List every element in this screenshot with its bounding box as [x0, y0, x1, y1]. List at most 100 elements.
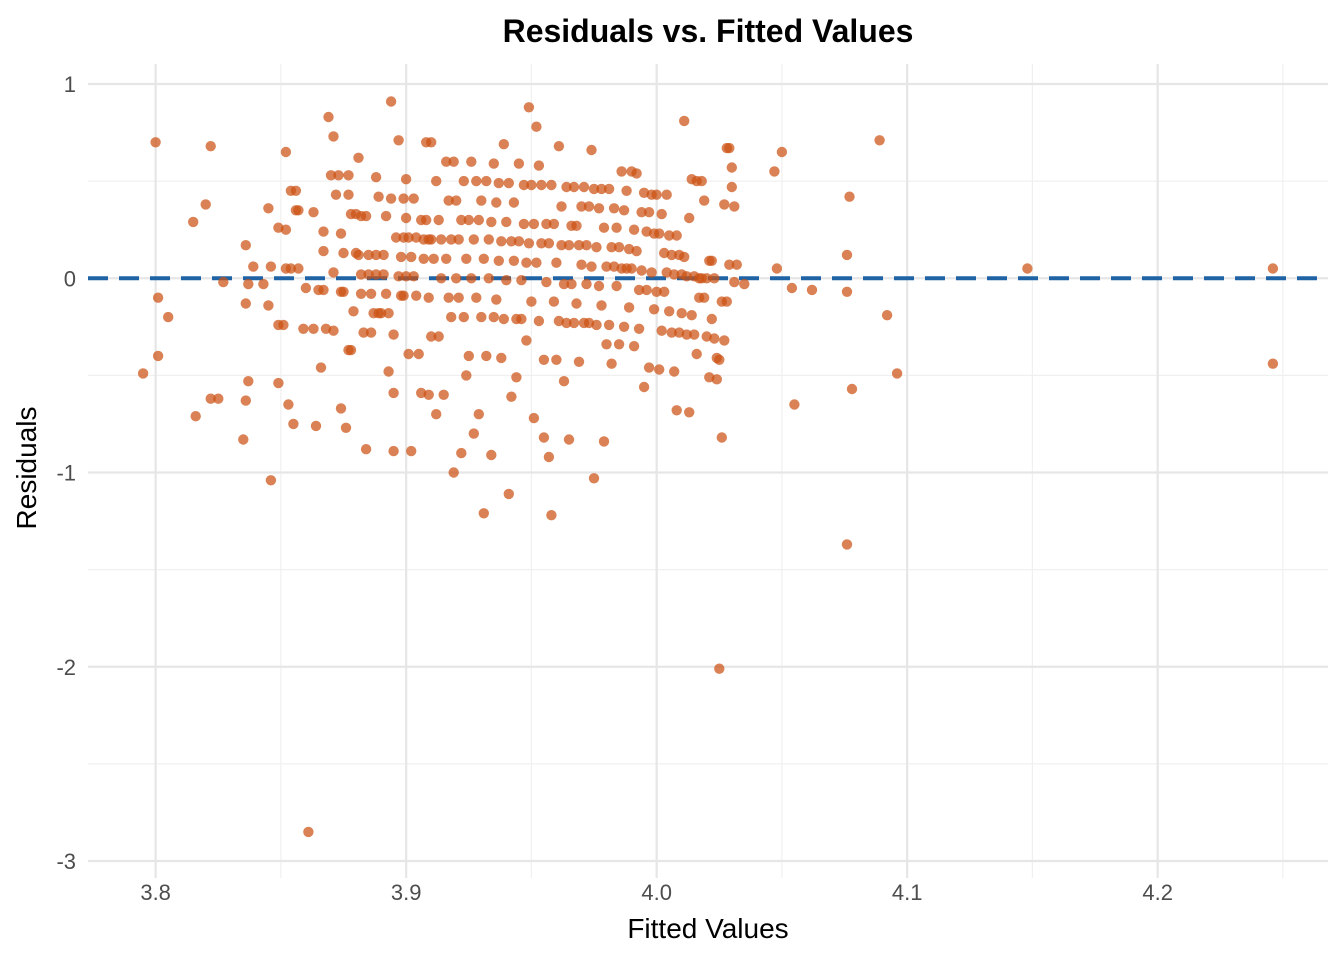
- scatter-point: [400, 212, 412, 224]
- scatter-point: [648, 304, 660, 315]
- scatter-point: [243, 278, 254, 290]
- scatter-point: [521, 257, 532, 268]
- scatter-point: [501, 275, 512, 286]
- scatter-point: [676, 308, 687, 319]
- scatter-point: [606, 242, 617, 253]
- scatter-point: [538, 432, 550, 443]
- scatter-point: [188, 216, 199, 228]
- x-tick-label: 4.0: [641, 880, 672, 905]
- scatter-point: [300, 282, 312, 294]
- scatter-point: [345, 344, 357, 356]
- scatter-point: [436, 234, 447, 245]
- scatter-point: [726, 162, 737, 173]
- scatter-point: [543, 238, 555, 249]
- scatter-point: [706, 313, 717, 325]
- scatter-point: [451, 273, 462, 284]
- scatter-point: [618, 321, 630, 332]
- scatter-point: [628, 341, 640, 352]
- scatter-point: [388, 387, 399, 399]
- scatter-point: [328, 325, 339, 336]
- scatter-point: [378, 249, 389, 261]
- scatter-point: [681, 329, 692, 340]
- scatter-point: [400, 271, 412, 282]
- scatter-point: [546, 510, 557, 521]
- scatter-point: [355, 288, 367, 299]
- scatter-point: [423, 389, 434, 400]
- scatter-point: [543, 451, 555, 463]
- scatter-point: [548, 296, 560, 307]
- scatter-point: [573, 240, 585, 251]
- scatter-point: [643, 362, 655, 373]
- scatter-point: [583, 201, 595, 212]
- scatter-point: [654, 228, 665, 239]
- scatter-point: [363, 269, 374, 280]
- scatter-point: [714, 354, 725, 365]
- scatter-point: [586, 261, 597, 272]
- scatter-point: [493, 255, 504, 266]
- scatter-point: [841, 539, 853, 550]
- scatter-point: [283, 399, 294, 410]
- scatter-point: [601, 339, 612, 350]
- scatter-point: [719, 199, 730, 210]
- scatter-point: [491, 197, 502, 208]
- scatter-point: [664, 230, 675, 241]
- scatter-point: [488, 311, 499, 323]
- scatter-point: [533, 160, 545, 171]
- scatter-point: [365, 288, 377, 299]
- scatter-point: [503, 177, 514, 189]
- x-axis-ticks: 3.8 3.9 4.0 4.1 4.2: [140, 880, 1173, 905]
- scatter-point: [806, 284, 818, 296]
- scatter-point: [293, 263, 304, 274]
- scatter-point: [395, 251, 407, 263]
- scatter-point: [633, 323, 645, 334]
- scatter-point: [152, 350, 164, 362]
- scatter-point: [298, 323, 309, 334]
- scatter-point: [598, 436, 610, 447]
- scatter-point: [403, 232, 414, 243]
- scatter-point: [243, 376, 254, 387]
- scatter-point: [611, 222, 622, 233]
- scatter-point: [841, 286, 853, 297]
- scatter-point: [679, 251, 690, 263]
- scatter-point: [643, 207, 655, 218]
- scatter-point: [456, 214, 467, 226]
- scatter-point: [523, 102, 535, 113]
- scatter-point: [273, 377, 284, 389]
- scatter-point: [526, 296, 537, 307]
- scatter-point: [558, 376, 570, 387]
- scatter-point: [353, 152, 364, 163]
- scatter-point: [503, 488, 514, 500]
- scatter-point: [431, 409, 442, 420]
- scatter-point: [523, 238, 535, 249]
- scatter-point: [669, 366, 680, 377]
- scatter-point: [776, 146, 788, 158]
- scatter-point: [631, 245, 642, 257]
- scatter-point: [473, 409, 484, 420]
- scatter-point: [563, 240, 575, 251]
- scatter-point: [152, 292, 164, 303]
- scatter-point: [205, 141, 216, 152]
- scatter-point: [406, 445, 417, 457]
- scatter-point: [428, 253, 439, 264]
- scatter-point: [463, 214, 474, 226]
- scatter-point: [453, 234, 464, 245]
- y-axis-ticks: -3 -2 -1 0 1: [56, 72, 76, 874]
- scatter-point: [390, 232, 402, 243]
- scatter-point: [613, 339, 625, 350]
- scatter-point: [641, 284, 652, 296]
- scatter-point: [433, 331, 444, 342]
- scatter-point: [646, 267, 657, 278]
- scatter-point: [163, 311, 174, 323]
- scatter-point: [443, 195, 454, 206]
- scatter-point: [190, 411, 201, 422]
- scatter-point: [436, 273, 447, 284]
- scatter-point: [593, 203, 605, 214]
- scatter-point: [636, 207, 647, 218]
- scatter-point: [1022, 263, 1033, 274]
- scatter-point: [218, 276, 229, 288]
- scatter-point: [553, 141, 565, 152]
- scatter-point: [588, 473, 600, 484]
- scatter-point: [200, 199, 211, 210]
- scatter-point: [370, 269, 382, 280]
- scatter-point: [406, 251, 417, 263]
